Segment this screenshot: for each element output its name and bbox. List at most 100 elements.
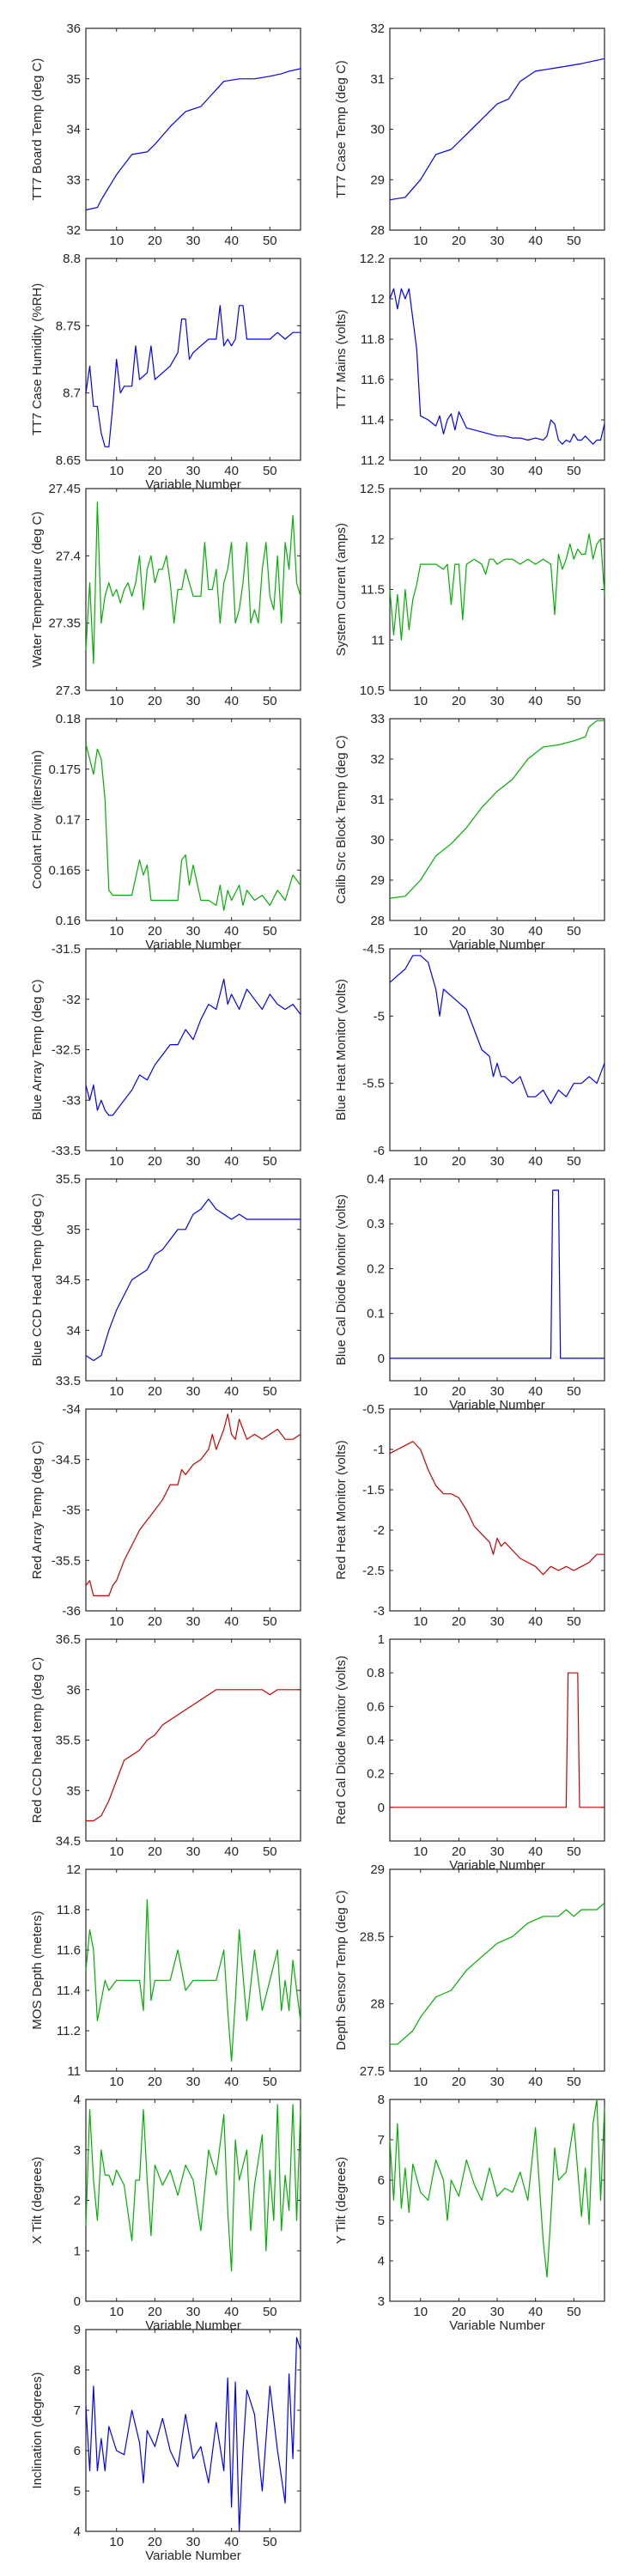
plot-frame: [389, 1408, 605, 1612]
x-tick-label: 20: [452, 924, 466, 939]
x-tick-label: 20: [452, 234, 466, 248]
chart-panel-12: 10 20 30 40 50 0 0.1 0.2 0.3 0.4 Blue Cal Diode Mo…: [334, 1172, 605, 1413]
y-axis-label: TT7 Board Temp (deg C): [30, 58, 45, 201]
chart-panel-3: 10 20 30 40 50 8.65 8.7 8.75 8.8 TT7 Case Humidit…: [30, 252, 301, 492]
y-tick-label: 8: [378, 2093, 385, 2107]
y-tick-label: 34: [66, 1323, 81, 1338]
y-tick-label: 3: [74, 2143, 81, 2158]
x-tick-label: 20: [148, 1384, 162, 1399]
x-tick-label: 10: [109, 1614, 124, 1629]
series-line: [389, 58, 605, 201]
x-tick-label: 30: [490, 2305, 505, 2319]
y-tick-label: -33: [62, 1093, 81, 1108]
y-tick-label: 0: [74, 2294, 81, 2309]
x-axis-label: Variable Number: [449, 2318, 544, 2333]
y-tick-label: 32: [370, 752, 385, 767]
x-tick-label: 40: [528, 924, 543, 939]
y-tick-label: -36: [62, 1604, 81, 1619]
y-tick-label: 9: [74, 2323, 81, 2337]
y-axis-label: Red Cal Diode Monitor (volts): [334, 1656, 349, 1825]
y-tick-label: 35: [66, 1223, 81, 1237]
series-line: [390, 1902, 605, 2045]
x-tick-label: 20: [148, 1154, 162, 1169]
x-tick-label: 50: [263, 234, 277, 248]
y-tick-label: 8.65: [56, 453, 81, 468]
y-tick-label: -35.5: [52, 1553, 81, 1568]
x-tick-label: 30: [186, 2075, 201, 2089]
y-tick-label: 0.4: [367, 1172, 385, 1187]
y-axis-label: Y Tilt (degrees): [334, 2157, 349, 2244]
plot-frame: [389, 27, 605, 231]
y-axis-label: TT7 Case Humidity (%RH): [30, 283, 45, 436]
y-tick-label: 33: [66, 173, 81, 187]
plot-frame: [85, 27, 301, 231]
x-tick-label: 20: [148, 694, 162, 708]
y-tick-label: 36.5: [56, 1632, 81, 1647]
x-tick-label: 50: [263, 924, 277, 939]
y-tick-label: -32: [62, 993, 81, 1007]
x-tick-label: 40: [224, 2305, 239, 2319]
plot-frame: [389, 2099, 605, 2302]
y-tick-label: 11.6: [57, 1943, 81, 1958]
y-tick-label: 10.5: [360, 683, 385, 698]
x-tick-label: 30: [490, 1614, 505, 1629]
x-tick-label: 40: [528, 1154, 543, 1169]
y-tick-label: 30: [370, 833, 385, 848]
y-tick-label: 4: [74, 2524, 81, 2539]
x-tick-label: 30: [186, 1154, 201, 1169]
series-line: [85, 68, 301, 211]
y-tick-label: 1: [74, 2244, 81, 2258]
y-tick-label: 30: [370, 123, 385, 137]
y-tick-label: 36: [66, 21, 81, 36]
series-line: [389, 288, 605, 445]
x-tick-label: 20: [148, 1844, 162, 1859]
x-tick-label: 20: [148, 924, 162, 939]
y-tick-label: 35: [66, 1783, 81, 1798]
x-tick-label: 10: [413, 2075, 428, 2089]
y-axis-label: TT7 Case Temp (deg C): [334, 60, 349, 198]
chart-panel-21: 10 20 30 40 50 4 5 6 7 8 9 Inclination (degrees) Var…: [30, 2323, 301, 2563]
chart-panel-2: 10 20 30 40 50 28 29 30 31 32 TT7 Case Temp (deg C…: [334, 21, 605, 248]
chart-panel-15: 10 20 30 40 50 34.5 35 35.5 36 36.5 Red CCD head t…: [30, 1632, 301, 1859]
y-tick-label: -33.5: [52, 1144, 81, 1158]
y-tick-label: -5: [374, 1009, 385, 1024]
x-tick-label: 40: [224, 1614, 239, 1629]
x-tick-label: 10: [413, 1614, 428, 1629]
y-tick-label: 31: [370, 793, 385, 807]
x-tick-label: 20: [452, 464, 466, 478]
x-tick-label: 20: [148, 2075, 162, 2089]
y-tick-label: -2.5: [362, 1564, 385, 1578]
y-axis-label: Depth Sensor Temp (deg C): [334, 1890, 349, 2050]
x-tick-label: 50: [263, 2305, 277, 2319]
x-tick-label: 30: [186, 1384, 201, 1399]
y-tick-label: 1: [378, 1632, 385, 1647]
y-tick-label: 35: [66, 72, 81, 87]
y-tick-label: 29: [370, 173, 385, 187]
y-tick-label: 8.8: [63, 252, 81, 266]
x-tick-label: 40: [224, 1154, 239, 1169]
x-tick-label: 30: [186, 1844, 201, 1859]
y-tick-label: -6: [374, 1144, 385, 1158]
y-axis-label: Blue CCD Head Temp (deg C): [30, 1194, 45, 1366]
plot-frame: [85, 1178, 301, 1382]
plot-frame: [389, 948, 605, 1151]
x-tick-label: 40: [528, 1844, 543, 1859]
plot-frame: [85, 1638, 301, 1842]
series-line: [85, 2104, 301, 2272]
y-axis-label: MOS Depth (meters): [30, 1911, 45, 2029]
x-tick-label: 40: [528, 464, 543, 478]
x-tick-label: 10: [109, 1384, 124, 1399]
plot-frame: [85, 2329, 301, 2532]
plot-frame: [85, 488, 301, 691]
y-tick-label: 11: [371, 633, 385, 647]
y-tick-label: 27.5: [360, 2064, 385, 2079]
y-tick-label: 0.2: [367, 1767, 385, 1782]
series-line: [85, 1413, 301, 1597]
series-line: [85, 978, 301, 1116]
series-line: [85, 305, 301, 447]
y-tick-label: -1: [374, 1443, 385, 1457]
x-tick-label: 10: [109, 2075, 124, 2089]
y-tick-label: -0.5: [362, 1402, 385, 1417]
y-tick-label: -31.5: [52, 942, 81, 957]
